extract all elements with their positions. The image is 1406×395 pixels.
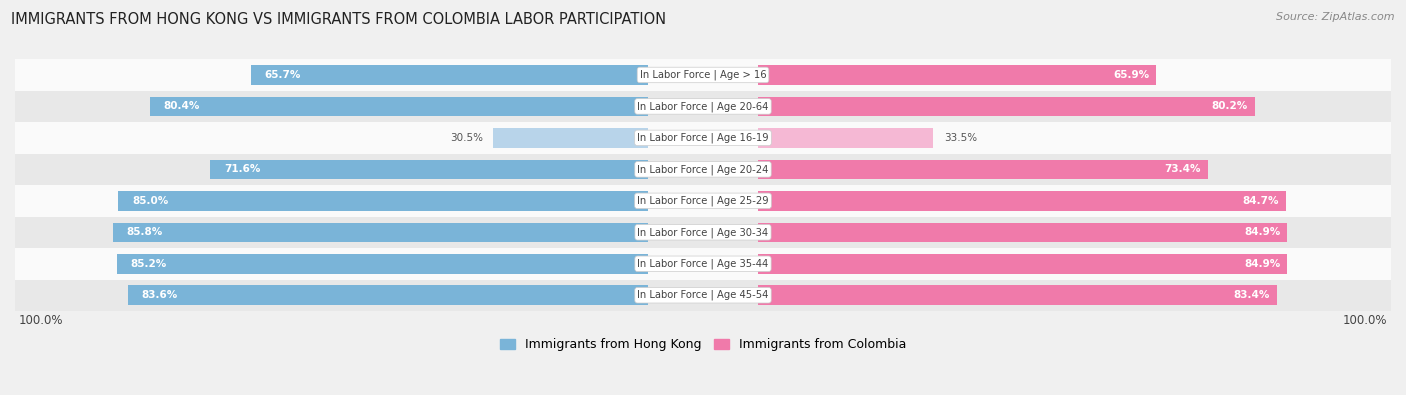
Text: 84.9%: 84.9% <box>1244 227 1281 237</box>
Bar <box>15 248 1391 280</box>
Text: In Labor Force | Age 35-44: In Labor Force | Age 35-44 <box>637 258 769 269</box>
Text: In Labor Force | Age 20-24: In Labor Force | Age 20-24 <box>637 164 769 175</box>
Bar <box>15 122 1391 154</box>
Bar <box>150 97 648 116</box>
Text: 80.4%: 80.4% <box>163 102 200 111</box>
Bar <box>128 286 648 305</box>
Bar <box>252 65 648 85</box>
Bar <box>15 280 1391 311</box>
Bar <box>758 128 934 148</box>
Bar <box>118 191 648 211</box>
Text: 83.6%: 83.6% <box>142 290 177 300</box>
Text: In Labor Force | Age 30-34: In Labor Force | Age 30-34 <box>637 227 769 237</box>
Text: 65.7%: 65.7% <box>264 70 301 80</box>
Text: 71.6%: 71.6% <box>224 164 260 174</box>
Bar <box>494 128 648 148</box>
Text: In Labor Force | Age > 16: In Labor Force | Age > 16 <box>640 70 766 80</box>
Legend: Immigrants from Hong Kong, Immigrants from Colombia: Immigrants from Hong Kong, Immigrants fr… <box>495 333 911 356</box>
Bar <box>758 160 1208 179</box>
Bar <box>758 254 1286 273</box>
Bar <box>758 97 1254 116</box>
Text: Source: ZipAtlas.com: Source: ZipAtlas.com <box>1277 12 1395 22</box>
Text: 84.7%: 84.7% <box>1243 196 1279 206</box>
Bar <box>758 65 1156 85</box>
Bar <box>758 222 1286 242</box>
Text: In Labor Force | Age 20-64: In Labor Force | Age 20-64 <box>637 101 769 112</box>
Text: 100.0%: 100.0% <box>18 314 63 327</box>
Bar <box>15 91 1391 122</box>
Text: 84.9%: 84.9% <box>1244 259 1281 269</box>
Text: 85.8%: 85.8% <box>127 227 163 237</box>
Text: 65.9%: 65.9% <box>1114 70 1150 80</box>
Text: 33.5%: 33.5% <box>943 133 977 143</box>
Text: In Labor Force | Age 16-19: In Labor Force | Age 16-19 <box>637 133 769 143</box>
Bar <box>15 59 1391 91</box>
Text: 85.2%: 85.2% <box>131 259 167 269</box>
Text: In Labor Force | Age 45-54: In Labor Force | Age 45-54 <box>637 290 769 301</box>
Bar <box>211 160 648 179</box>
Text: 100.0%: 100.0% <box>1343 314 1388 327</box>
Text: IMMIGRANTS FROM HONG KONG VS IMMIGRANTS FROM COLOMBIA LABOR PARTICIPATION: IMMIGRANTS FROM HONG KONG VS IMMIGRANTS … <box>11 12 666 27</box>
Bar <box>117 254 648 273</box>
Text: 73.4%: 73.4% <box>1164 164 1201 174</box>
Bar <box>758 191 1285 211</box>
Text: In Labor Force | Age 25-29: In Labor Force | Age 25-29 <box>637 196 769 206</box>
Bar <box>112 222 648 242</box>
Text: 30.5%: 30.5% <box>450 133 482 143</box>
Bar <box>15 216 1391 248</box>
Bar <box>758 286 1277 305</box>
Text: 85.0%: 85.0% <box>132 196 169 206</box>
Text: 80.2%: 80.2% <box>1212 102 1249 111</box>
Bar <box>15 154 1391 185</box>
Text: 83.4%: 83.4% <box>1233 290 1270 300</box>
Bar <box>15 185 1391 216</box>
